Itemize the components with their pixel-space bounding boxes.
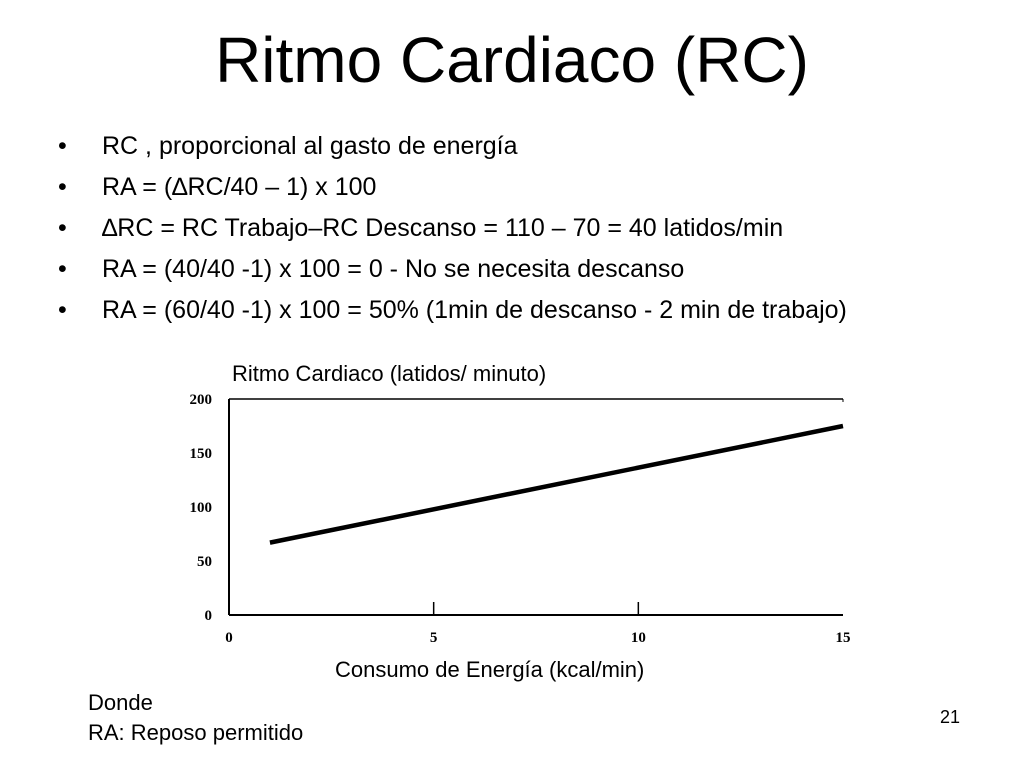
bullet-item: • ∆RC = RC Trabajo–RC Descanso = 110 – 7… — [58, 208, 847, 249]
y-tick-label: 100 — [190, 500, 213, 516]
series-line — [269, 423, 844, 545]
bullet-icon: • — [58, 173, 67, 201]
footnote-line: RA: Reposo permitido — [88, 720, 304, 745]
footnote-line: Donde — [88, 690, 153, 715]
bullet-item: • RA = (∆RC/40 – 1) x 100 — [58, 167, 847, 208]
y-tick-label: 0 — [205, 608, 213, 624]
bullet-item: • RA = (40/40 -1) x 100 = 0 - No se nece… — [58, 249, 847, 290]
x-tick-label: 5 — [430, 630, 438, 646]
y-tick-label: 50 — [197, 554, 212, 570]
chart-x-axis-title: Consumo de Energía (kcal/min) — [335, 657, 645, 682]
bullet-icon: • — [58, 214, 67, 242]
line-chart: 0 50 100 150 200 0 5 10 15 — [190, 392, 851, 646]
y-tick-label: 200 — [190, 392, 213, 408]
slide-number: 21 — [940, 707, 961, 727]
bullet-text: RC , proporcional al gasto de energía — [102, 132, 518, 160]
bullet-list: • RC , proporcional al gasto de energía … — [58, 126, 847, 331]
bullet-text: RA = (60/40 -1) x 100 = 50% (1min de des… — [102, 296, 847, 324]
bullet-item: • RC , proporcional al gasto de energía — [58, 126, 847, 167]
bullet-text: ∆RC = RC Trabajo–RC Descanso = 110 – 70 … — [102, 214, 784, 242]
chart-y-axis-title: Ritmo Cardiaco (latidos/ minuto) — [232, 361, 547, 386]
footnote: Donde RA: Reposo permitido — [88, 688, 303, 748]
bullet-icon: • — [58, 296, 67, 324]
bullet-item: • RA = (60/40 -1) x 100 = 50% (1min de d… — [58, 290, 847, 331]
slide-title: Ritmo Cardiaco (RC) — [215, 24, 809, 96]
bullet-text: RA = (40/40 -1) x 100 = 0 - No se necesi… — [102, 255, 685, 283]
bullet-icon: • — [58, 132, 67, 160]
x-tick-label: 15 — [836, 630, 851, 646]
bullet-text: RA = (∆RC/40 – 1) x 100 — [102, 173, 377, 201]
bullet-icon: • — [58, 255, 67, 283]
y-tick-label: 150 — [190, 446, 213, 462]
x-tick-label: 10 — [631, 630, 646, 646]
x-tick-label: 0 — [225, 630, 233, 646]
